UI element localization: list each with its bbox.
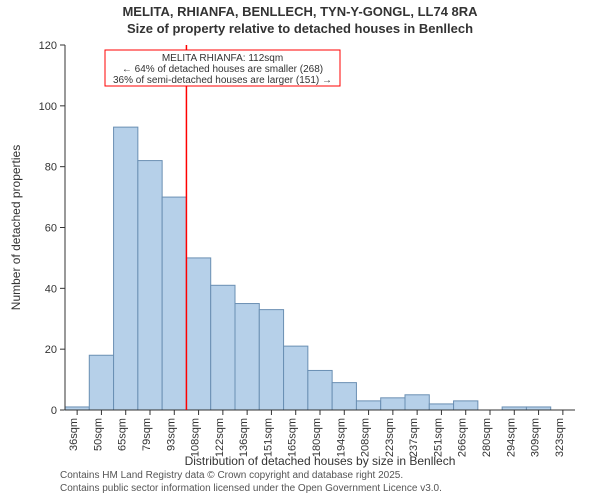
- histogram-bar: [405, 395, 429, 410]
- annotation-text: 36% of semi-detached houses are larger (…: [113, 75, 332, 86]
- svg-text:80: 80: [45, 162, 57, 174]
- histogram-bar: [162, 197, 186, 410]
- svg-text:151sqm: 151sqm: [262, 418, 274, 457]
- svg-text:40: 40: [45, 283, 57, 295]
- svg-text:Distribution of detached house: Distribution of detached houses by size …: [185, 454, 456, 468]
- histogram-bar: [186, 258, 210, 410]
- histogram-bar: [211, 285, 235, 410]
- svg-text:122sqm: 122sqm: [214, 418, 226, 457]
- svg-text:36sqm: 36sqm: [68, 418, 80, 451]
- svg-text:223sqm: 223sqm: [384, 418, 396, 457]
- histogram-chart: 0 20 40 60 80 100 120 36sqm 50sqm 65sqm 79sqm 93sqm…: [0, 0, 600, 470]
- svg-text:165sqm: 165sqm: [287, 418, 299, 457]
- svg-text:Number of detached properties: Number of detached properties: [9, 145, 23, 310]
- svg-text:180sqm: 180sqm: [311, 418, 323, 457]
- svg-text:294sqm: 294sqm: [505, 418, 517, 457]
- histogram-bar: [332, 383, 356, 410]
- svg-text:280sqm: 280sqm: [481, 418, 493, 457]
- svg-text:0: 0: [51, 405, 57, 417]
- svg-text:60: 60: [45, 223, 57, 235]
- histogram-bar: [235, 304, 259, 410]
- svg-text:79sqm: 79sqm: [141, 418, 153, 451]
- svg-text:65sqm: 65sqm: [117, 418, 129, 451]
- chart-title-line2: Size of property relative to detached ho…: [0, 21, 600, 36]
- chart-title-line1: MELITA, RHIANFA, BENLLECH, TYN-Y-GONGL, …: [0, 4, 600, 19]
- svg-text:20: 20: [45, 344, 57, 356]
- histogram-bar: [381, 398, 405, 410]
- svg-text:208sqm: 208sqm: [360, 418, 372, 457]
- histogram-bar: [429, 404, 453, 410]
- histogram-bar: [454, 401, 478, 410]
- histogram-bar: [138, 161, 162, 410]
- footer-line1: Contains HM Land Registry data © Crown c…: [60, 470, 403, 481]
- histogram-bar: [114, 127, 138, 410]
- svg-text:136sqm: 136sqm: [238, 418, 250, 457]
- svg-text:323sqm: 323sqm: [554, 418, 566, 457]
- svg-text:93sqm: 93sqm: [165, 418, 177, 451]
- svg-text:100: 100: [39, 101, 57, 113]
- svg-text:108sqm: 108sqm: [190, 418, 202, 457]
- histogram-bar: [356, 401, 380, 410]
- svg-text:237sqm: 237sqm: [408, 418, 420, 457]
- svg-text:251sqm: 251sqm: [432, 418, 444, 457]
- svg-text:309sqm: 309sqm: [530, 418, 542, 457]
- histogram-bar: [284, 346, 308, 410]
- svg-text:194sqm: 194sqm: [335, 418, 347, 457]
- histogram-bar: [308, 370, 332, 410]
- svg-text:120: 120: [39, 40, 57, 52]
- footer-line2: Contains public sector information licen…: [60, 483, 442, 494]
- histogram-bar: [89, 355, 113, 410]
- svg-text:266sqm: 266sqm: [457, 418, 469, 457]
- annotation-text: ← 64% of detached houses are smaller (26…: [122, 64, 323, 75]
- svg-text:50sqm: 50sqm: [92, 418, 104, 451]
- histogram-bar: [259, 310, 283, 410]
- annotation-text: MELITA RHIANFA: 112sqm: [162, 53, 283, 64]
